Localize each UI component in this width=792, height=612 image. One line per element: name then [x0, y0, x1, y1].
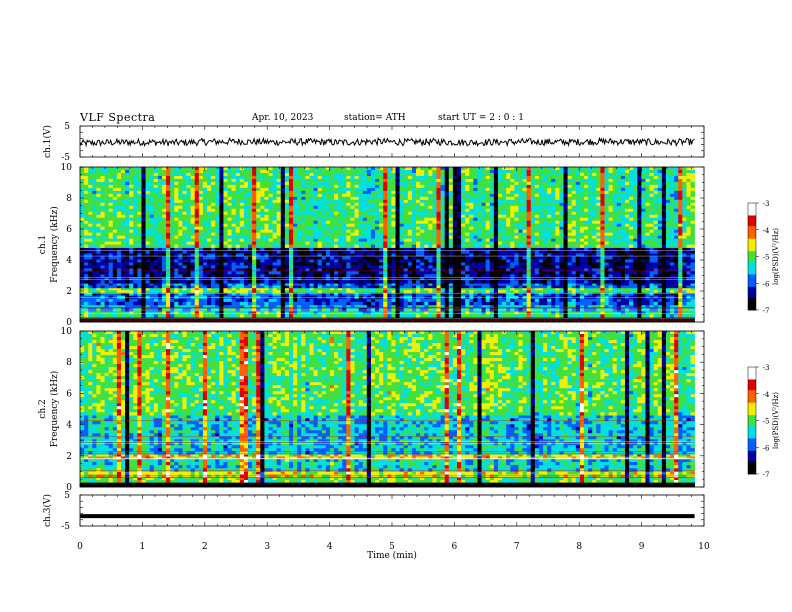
y-axis-label: Frequency (kHz) [49, 371, 60, 448]
x-tick-label: 1 [140, 542, 146, 552]
y-tick-label: 0 [66, 483, 72, 493]
y-tick-label: -5 [61, 522, 70, 532]
station-label: station= ATH [344, 113, 406, 123]
x-tick-label: 5 [389, 542, 395, 552]
y-tick-label: 10 [61, 327, 73, 337]
y-axis-channel-label: ch.2 [38, 399, 48, 418]
x-tick-label: 10 [698, 542, 710, 552]
x-tick-label: 9 [639, 542, 645, 552]
y-tick-label: 2 [66, 287, 72, 297]
x-axis-label: Time (min) [367, 550, 417, 561]
y-axis-label: ch.1(V) [42, 125, 53, 158]
colorbar-tick-label: -7 [763, 307, 770, 315]
start-time-label: start UT = 2 : 0 : 1 [438, 113, 524, 123]
colorbar-tick-label: -6 [763, 444, 770, 452]
colorbar-tick-label: -3 [763, 200, 770, 208]
colorbar-tick-label: -4 [763, 227, 770, 235]
y-tick-label: 6 [66, 225, 72, 235]
y-tick-label: 10 [61, 163, 73, 173]
colorbar-ch2 [748, 367, 756, 475]
colorbar-label: log(PSD)(V²/Hz) [772, 228, 780, 285]
x-tick-label: 6 [452, 542, 458, 552]
x-tick-label: 8 [576, 542, 582, 552]
x-tick-label: 2 [202, 542, 208, 552]
colorbar-ch1 [748, 203, 756, 311]
y-tick-label: 4 [66, 256, 72, 266]
colorbar-tick-label: -6 [763, 280, 770, 288]
y-tick-label: -5 [61, 153, 70, 163]
colorbar-tick-label: -7 [763, 471, 770, 479]
x-tick-label: 0 [77, 542, 83, 552]
y-tick-label: 8 [66, 358, 72, 368]
spectrogram-ch1 [80, 167, 695, 323]
y-tick-label: 5 [64, 491, 70, 501]
colorbar-tick-label: -5 [763, 254, 770, 262]
y-tick-label: 5 [64, 122, 70, 132]
colorbar-tick-label: -5 [763, 418, 770, 426]
signal-trace [79, 136, 695, 148]
y-axis-label: ch.3(V) [42, 494, 53, 527]
chart-title: VLF Spectra [80, 111, 156, 124]
y-axis-label: Frequency (kHz) [49, 206, 60, 283]
date-label: Apr. 10, 2023 [252, 113, 314, 123]
y-tick-label: 2 [66, 452, 72, 462]
x-tick-label: 7 [514, 542, 520, 552]
y-tick-label: 4 [66, 421, 72, 431]
colorbar-label: log(PSD)(V²/Hz) [772, 392, 780, 449]
colorbar-tick-label: -4 [763, 391, 770, 399]
y-tick-label: 8 [66, 194, 72, 204]
x-tick-label: 4 [327, 542, 333, 552]
spectrogram-ch2 [80, 331, 695, 488]
y-axis-channel-label: ch.1 [38, 235, 48, 254]
panel-frame-4 [79, 494, 705, 527]
colorbar-tick-label: -3 [763, 364, 770, 372]
x-tick-label: 3 [264, 542, 270, 552]
y-tick-label: 6 [66, 389, 72, 399]
y-tick-label: 0 [66, 318, 72, 328]
